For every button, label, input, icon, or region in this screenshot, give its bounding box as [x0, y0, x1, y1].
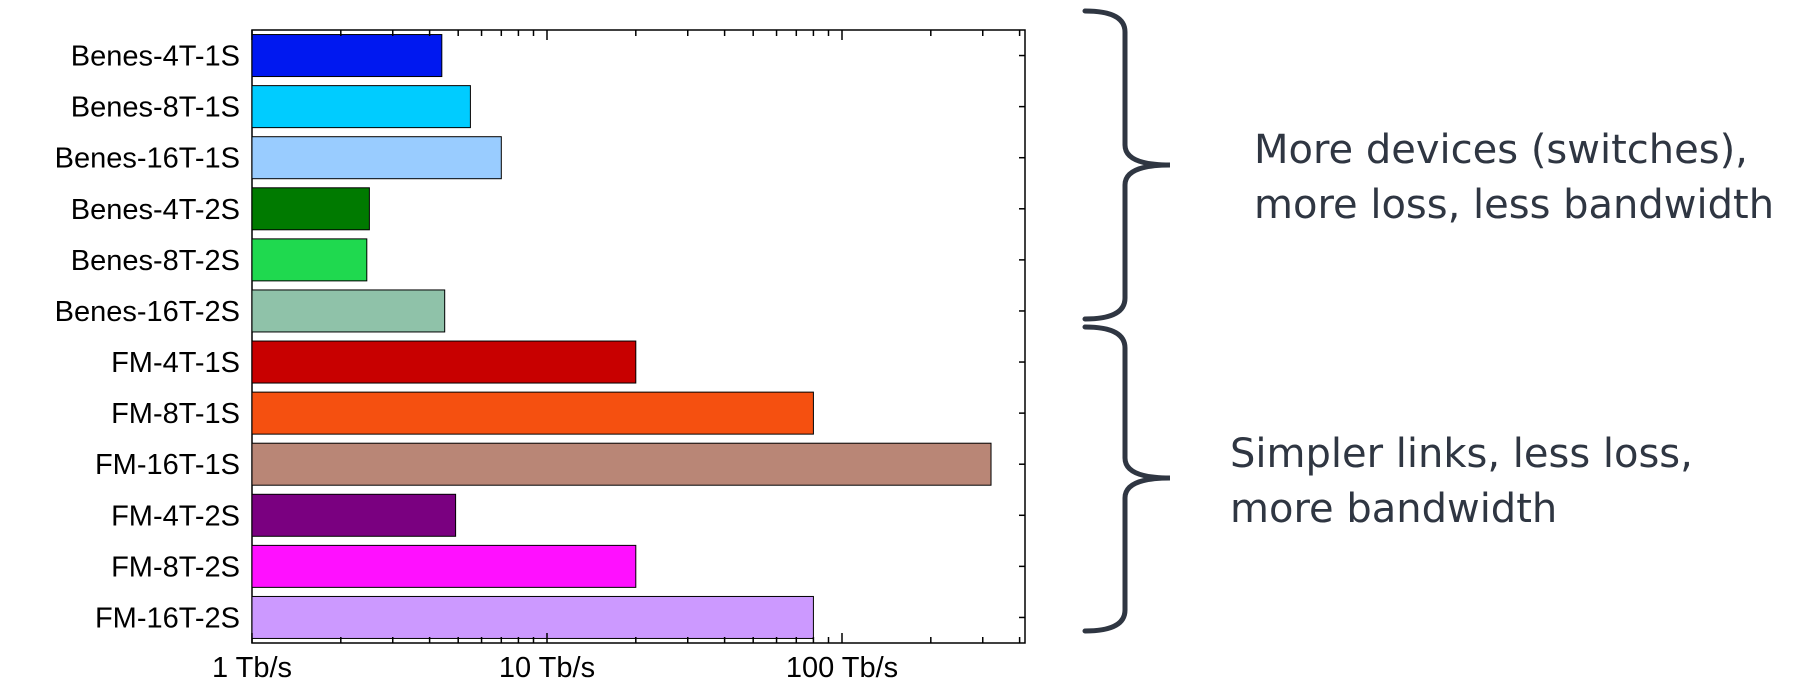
category-label-Benes-4T-2S: Benes-4T-2S [71, 194, 240, 226]
category-label-Benes-16T-1S: Benes-16T-1S [55, 143, 240, 175]
category-label-Benes-8T-2S: Benes-8T-2S [71, 245, 240, 277]
bar-FM-4T-2S [251, 493, 457, 537]
category-label-FM-16T-2S: FM-16T-2S [95, 602, 240, 634]
bar-FM-16T-2S [251, 595, 814, 639]
category-label-FM-4T-1S: FM-4T-1S [111, 347, 240, 379]
bar-Benes-4T-2S [251, 187, 370, 231]
x-tick-label: 100 Tb/s [786, 652, 898, 681]
bars-group [251, 34, 992, 639]
bar-Benes-8T-1S [251, 85, 471, 129]
category-label-Benes-8T-1S: Benes-8T-1S [71, 92, 240, 124]
category-label-Benes-16T-2S: Benes-16T-2S [55, 296, 240, 328]
x-axis-ticks [251, 30, 1025, 643]
bar-Benes-8T-2S [251, 238, 368, 282]
bar-FM-8T-2S [251, 544, 637, 588]
bar-FM-4T-1S [251, 340, 637, 384]
x-axis-tick-labels: 1 Tb/s 10 Tb/s 100 Tb/s [212, 652, 898, 681]
bar-FM-8T-1S [251, 391, 814, 435]
bar-Benes-16T-2S [251, 289, 446, 333]
bar-FM-16T-1S [251, 442, 992, 486]
category-labels: Benes-4T-1S Benes-8T-1S Benes-16T-1S Benes-… [55, 41, 240, 635]
annotation-top-line-1: More devices (switches), [1254, 127, 1748, 173]
brace-bottom [1082, 324, 1171, 634]
x-tick-label: 10 Tb/s [499, 652, 595, 681]
plot-border [251, 29, 1026, 644]
annotation-more-devices: More devices (switches), more loss, less… [1254, 123, 1774, 233]
bar-Benes-16T-1S [251, 136, 502, 180]
annotation-bottom-line-1: Simpler links, less loss, [1230, 431, 1693, 477]
category-label-Benes-4T-1S: Benes-4T-1S [71, 41, 240, 73]
category-label-FM-8T-2S: FM-8T-2S [111, 551, 240, 583]
annotation-top-line-2: more loss, less bandwidth [1254, 182, 1775, 228]
category-label-FM-16T-1S: FM-16T-1S [95, 449, 240, 481]
category-label-FM-4T-2S: FM-4T-2S [111, 500, 240, 532]
annotation-bottom-line-2: more bandwidth [1230, 486, 1558, 532]
annotation-simpler-links: Simpler links, less loss, more bandwidth [1230, 427, 1693, 537]
plot-frame [251, 29, 1026, 644]
x-tick-label: 1 Tb/s [212, 652, 292, 681]
brace-top [1082, 8, 1171, 322]
bar-chart: Benes-4T-1S Benes-8T-1S Benes-16T-1S Benes-… [55, 29, 1026, 681]
bar-Benes-4T-1S [251, 34, 443, 78]
category-label-FM-8T-1S: FM-8T-1S [111, 398, 240, 430]
